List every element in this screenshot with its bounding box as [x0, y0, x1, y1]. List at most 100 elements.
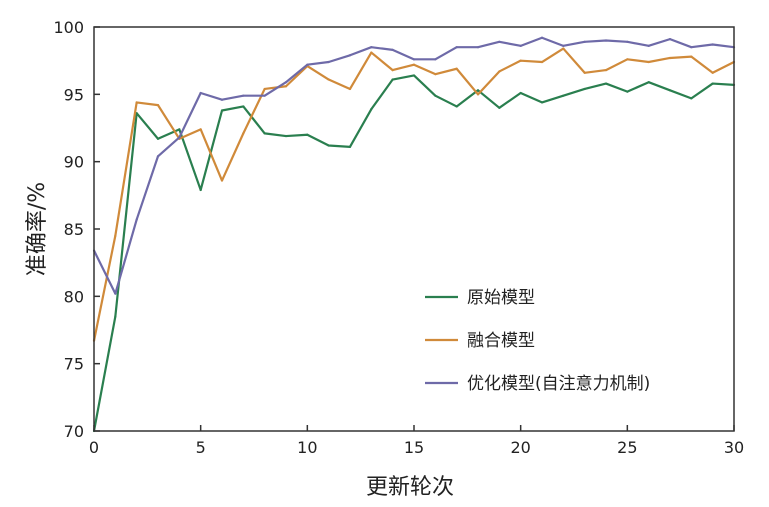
data-point: [370, 46, 373, 49]
data-point: [391, 68, 394, 72]
series-line-2: [92, 47, 735, 341]
data-point: [348, 87, 352, 91]
data-point: [114, 292, 117, 295]
data-point: [690, 46, 693, 49]
data-point: [540, 36, 544, 39]
y-tick-label: 90: [64, 153, 84, 172]
data-point: [498, 40, 501, 43]
data-point: [178, 128, 181, 131]
legend-label: 优化模型(自注意力机制): [467, 374, 650, 394]
x-tick-label: 30: [724, 438, 744, 457]
data-point: [434, 94, 437, 97]
data-point: [626, 40, 629, 43]
data-point: [199, 128, 202, 131]
x-tick-label: 0: [89, 438, 99, 457]
data-point: [519, 91, 522, 95]
data-point: [242, 132, 245, 135]
data-point: [455, 67, 458, 70]
data-point: [348, 54, 352, 57]
y-tick-label: 85: [64, 220, 84, 239]
data-point: [348, 145, 352, 148]
x-tick-label: 5: [196, 438, 206, 457]
data-point: [156, 155, 160, 158]
data-point: [540, 101, 544, 104]
data-point: [711, 43, 714, 46]
data-point: [647, 81, 650, 84]
data-point: [135, 218, 138, 221]
data-point: [668, 56, 672, 60]
data-point: [327, 78, 330, 81]
data-point: [476, 93, 480, 96]
data-point: [114, 315, 117, 318]
series-layer: [92, 36, 736, 433]
data-point: [476, 89, 480, 92]
data-point: [604, 68, 608, 72]
data-point: [263, 94, 266, 97]
y-tick-label: 100: [53, 18, 84, 37]
data-point: [519, 44, 522, 47]
data-point: [562, 94, 565, 97]
data-point: [604, 82, 608, 85]
data-point: [199, 188, 202, 192]
data-point: [242, 105, 245, 108]
data-point: [263, 87, 266, 91]
data-point: [690, 55, 693, 58]
data-point: [647, 60, 650, 64]
data-point: [391, 78, 394, 81]
data-point: [156, 104, 160, 107]
y-tick-label: 70: [64, 422, 84, 441]
data-point: [156, 137, 160, 140]
data-point: [626, 58, 629, 61]
x-tick-label: 10: [297, 438, 317, 457]
data-point: [668, 38, 672, 41]
data-point: [562, 44, 565, 47]
data-point: [199, 91, 202, 95]
data-point: [135, 101, 138, 104]
data-point: [583, 71, 586, 74]
data-point: [455, 46, 458, 49]
data-point: [242, 94, 245, 97]
data-point: [583, 40, 586, 43]
data-point: [711, 71, 714, 74]
data-point: [327, 60, 330, 64]
data-point: [327, 144, 330, 147]
x-tick-label: 20: [510, 438, 530, 457]
data-point: [498, 70, 501, 73]
y-tick-label: 80: [64, 287, 84, 306]
data-point: [604, 39, 608, 42]
axes-layer: 0 5 10 15 20 25 30 70 75 80 85 90 95 100: [53, 18, 744, 457]
data-point: [434, 73, 437, 76]
data-point: [519, 59, 522, 62]
x-tick-label: 25: [617, 438, 637, 457]
data-point: [455, 105, 458, 108]
y-axis-label: 准确率/%: [25, 182, 50, 276]
data-point: [412, 74, 416, 77]
data-point: [263, 132, 266, 135]
data-point: [562, 47, 565, 50]
legend-label: 融合模型: [467, 331, 535, 351]
data-point: [391, 48, 394, 51]
data-point: [476, 46, 480, 49]
x-axis-label: 更新轮次: [366, 475, 454, 500]
legend-label: 原始模型: [467, 288, 535, 308]
data-point: [583, 87, 586, 91]
data-point: [220, 109, 224, 112]
y-tick-label: 95: [64, 85, 84, 104]
data-point: [306, 63, 309, 66]
data-point: [220, 98, 224, 101]
data-point: [412, 63, 416, 66]
data-point: [178, 136, 181, 139]
data-point: [498, 106, 501, 109]
data-point: [434, 58, 437, 61]
data-point: [668, 89, 672, 92]
data-point: [711, 82, 714, 85]
data-point: [647, 44, 650, 47]
data-point: [370, 108, 373, 111]
data-point: [690, 97, 693, 100]
data-point: [220, 179, 224, 182]
data-point: [284, 81, 288, 84]
data-point: [114, 234, 117, 237]
